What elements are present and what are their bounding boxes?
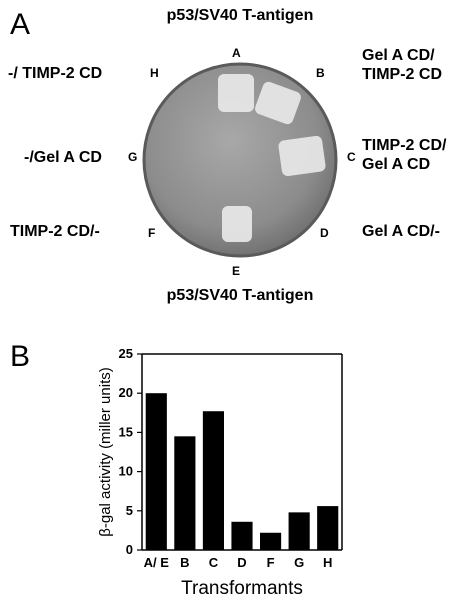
streak-e xyxy=(222,206,252,242)
top-label: p53/SV40 T-antigen xyxy=(166,7,314,24)
label-h: -/ TIMP-2 CD xyxy=(8,65,103,82)
panel-b-letter: B xyxy=(10,340,31,373)
x-tick-label-2: C xyxy=(209,555,219,570)
y-tick-label-3: 15 xyxy=(119,424,133,439)
sector-g: G xyxy=(128,150,138,164)
label-c: TIMP-2 CD/ Gel A CD xyxy=(362,136,446,174)
bar-3 xyxy=(231,521,253,550)
sector-f: F xyxy=(148,226,156,240)
label-f: TIMP-2 CD/- xyxy=(10,223,100,240)
label-d: Gel A CD/- xyxy=(362,223,440,240)
y-tick-label-0: 0 xyxy=(126,542,133,557)
bar-1 xyxy=(174,436,196,550)
sector-a: A xyxy=(232,46,241,60)
y-axis-title: β-gal activity (miller units) xyxy=(97,367,114,537)
sector-h: H xyxy=(150,66,159,80)
streak-b xyxy=(255,81,301,125)
y-tick-label-5: 25 xyxy=(119,346,133,361)
culture-plate xyxy=(142,62,338,258)
bar-4 xyxy=(260,532,282,550)
x-tick-label-5: G xyxy=(294,555,304,570)
label-b-line1: Gel A CD/ xyxy=(362,47,435,64)
panel-a-letter: A xyxy=(10,8,31,41)
label-c-line2: Gel A CD xyxy=(362,156,431,173)
colony-streaks xyxy=(218,74,326,242)
x-tick-label-3: D xyxy=(237,555,246,570)
y-tick-label-4: 20 xyxy=(119,385,133,400)
label-b-line2: TIMP-2 CD xyxy=(362,66,442,83)
label-g: -/Gel A CD xyxy=(24,149,102,166)
streak-c xyxy=(278,135,326,177)
label-b: Gel A CD/ TIMP-2 CD xyxy=(362,46,442,84)
x-tick-label-1: B xyxy=(180,555,189,570)
streak-a xyxy=(218,74,254,112)
label-c-line1: TIMP-2 CD/ xyxy=(362,137,447,154)
sector-c: C xyxy=(347,150,356,164)
x-axis-title: Transformants xyxy=(181,578,303,599)
bar-0 xyxy=(145,393,167,550)
bar-2 xyxy=(202,411,224,550)
x-tick-label-0: A/ E xyxy=(144,555,170,570)
bar-chart: 0 5 10 15 20 25 A/ E B C D F G H Transformants β-gal a… xyxy=(97,346,343,599)
bottom-label: p53/SV40 T-antigen xyxy=(166,287,314,304)
sector-e: E xyxy=(232,264,241,278)
sector-b: B xyxy=(316,66,325,80)
x-tick-label-6: H xyxy=(323,555,332,570)
bar-6 xyxy=(317,506,339,550)
sector-d: D xyxy=(320,226,329,240)
y-tick-label-1: 5 xyxy=(126,503,133,518)
bar-5 xyxy=(288,512,310,550)
x-tick-label-4: F xyxy=(267,555,275,570)
y-tick-label-2: 10 xyxy=(119,464,133,479)
